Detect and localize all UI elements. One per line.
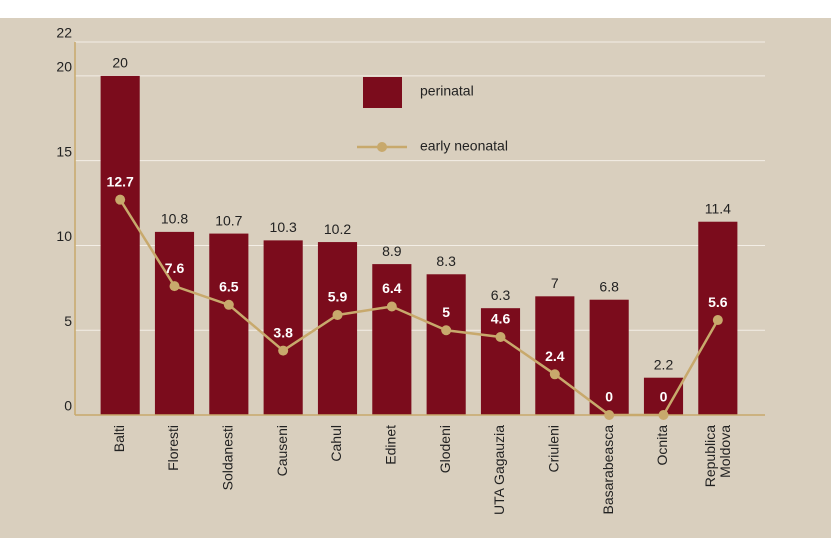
legend-label: perinatal <box>420 83 474 99</box>
line-value-label: 5.6 <box>708 294 728 310</box>
x-tick-label: Causeni <box>274 425 290 476</box>
bar-value-label: 10.8 <box>161 211 188 227</box>
line-point <box>169 281 180 292</box>
line-point <box>386 301 397 312</box>
bar <box>100 75 140 415</box>
line-point <box>115 194 126 205</box>
bar <box>372 264 412 415</box>
line-point <box>441 325 452 336</box>
bar-value-label: 20 <box>112 55 128 71</box>
x-tick-label: UTA Gagauzia <box>491 425 507 515</box>
bar <box>589 299 629 415</box>
line-value-label: 0 <box>605 389 613 405</box>
line-value-label: 5.9 <box>328 289 348 305</box>
y-tick-label: 0 <box>64 398 72 414</box>
y-tick-label: 5 <box>64 313 72 329</box>
bar-value-label: 8.3 <box>436 253 456 269</box>
bar <box>263 240 303 415</box>
legend-dot <box>377 142 387 152</box>
x-tick-label-line: Moldova <box>717 425 733 482</box>
line-point <box>712 315 723 326</box>
bar <box>426 274 466 415</box>
line-value-label: 0 <box>660 389 668 405</box>
y-tick-label: 22 <box>56 25 72 41</box>
y-tick-label: 10 <box>56 228 72 244</box>
line-value-label: 7.6 <box>165 260 185 276</box>
line-point <box>332 309 343 320</box>
bar <box>317 242 358 415</box>
bar <box>154 231 195 415</box>
line-point <box>278 345 289 356</box>
bar-value-label: 8.9 <box>382 243 402 259</box>
line-value-label: 4.6 <box>491 311 511 327</box>
bar-value-label: 10.2 <box>324 221 351 237</box>
y-tick-label: 20 <box>56 59 72 75</box>
bar-value-label: 6.3 <box>491 287 511 303</box>
top-strip <box>0 0 831 18</box>
bar-value-label: 11.4 <box>705 200 731 216</box>
bar <box>209 233 249 415</box>
legend-swatch <box>363 77 402 108</box>
x-tick-label: Criuleni <box>546 425 562 472</box>
legend-label: early neonatal <box>420 138 508 154</box>
bar-value-label: 10.7 <box>215 212 242 228</box>
line-value-label: 2.4 <box>545 348 565 364</box>
bar-value-label: 7 <box>551 275 559 291</box>
x-tick-label: Soldanesti <box>220 425 236 490</box>
x-tick-label: Basarabeasca <box>600 425 616 515</box>
line-point <box>495 332 506 343</box>
x-tick-label: Edinet <box>383 425 399 465</box>
x-tick-label-line: Republica <box>702 425 718 487</box>
line-value-label: 5 <box>442 304 450 320</box>
bar <box>480 308 521 415</box>
x-tick-label: Floresti <box>165 425 181 471</box>
x-tick-label: Cahul <box>328 425 344 462</box>
bar <box>643 377 684 415</box>
x-tick-label: Ocnita <box>654 425 670 466</box>
bar-value-label: 6.8 <box>599 278 619 294</box>
line-value-label: 6.4 <box>382 280 402 296</box>
bar-value-label: 10.3 <box>270 219 297 235</box>
bar-value-label: 2.2 <box>654 356 674 372</box>
x-tick-label: Glodeni <box>437 425 453 473</box>
line-value-label: 6.5 <box>219 278 239 294</box>
x-tick-label: Balti <box>111 425 127 452</box>
x-tick-label: Republica Moldova <box>702 425 733 487</box>
y-tick-label: 15 <box>56 143 72 159</box>
line-value-label: 3.8 <box>273 324 293 340</box>
line-point <box>549 369 560 380</box>
bar <box>535 296 575 415</box>
line-value-label: 12.7 <box>107 173 134 189</box>
line-point <box>223 299 234 310</box>
